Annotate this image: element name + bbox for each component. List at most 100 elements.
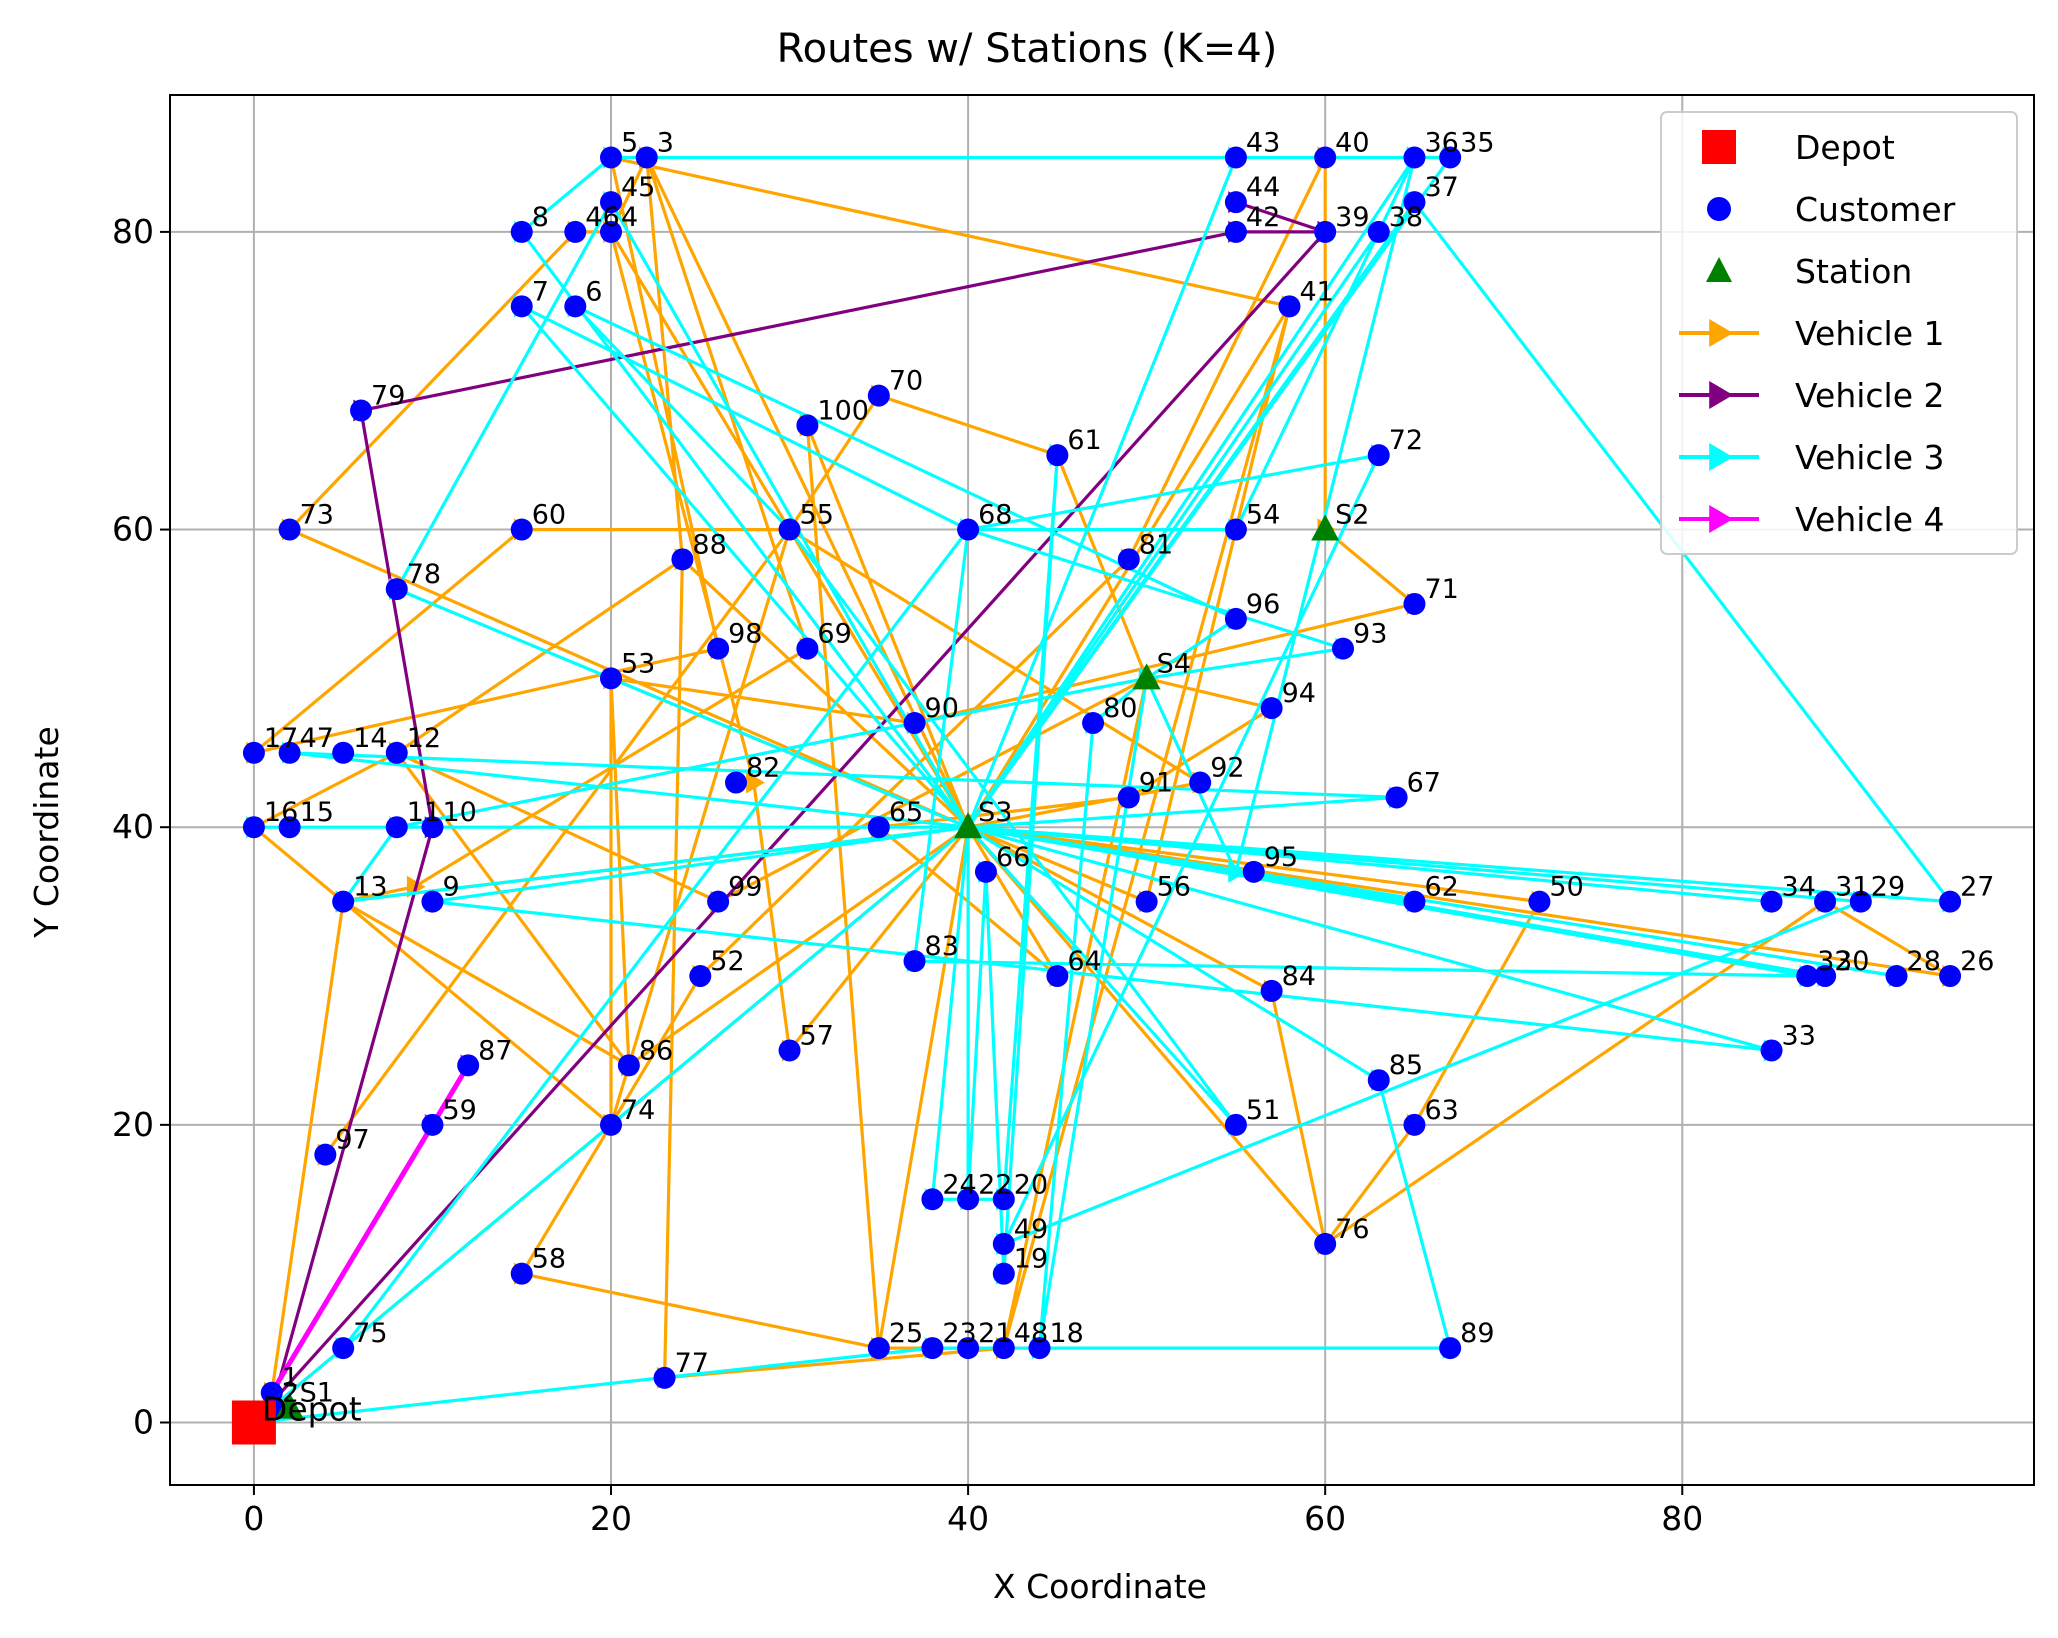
station-label: S3 (978, 797, 1012, 828)
customer-point (1224, 220, 1247, 243)
customer-label: 48 (1014, 1318, 1048, 1349)
y-tick-label: 40 (112, 807, 154, 846)
axes-frame (169, 94, 2035, 1486)
legend: Depot Customer Station Vehicle 1 Vehicle 2 Ve… (1660, 111, 2018, 555)
customer-label: 27 (1960, 872, 1994, 903)
customer-label: 77 (675, 1348, 709, 1379)
x-tick-label: 60 (1304, 1499, 1346, 1538)
customer-label: 3 (657, 128, 674, 159)
customer-label: 29 (1871, 872, 1905, 903)
customer-point (1814, 965, 1837, 988)
y-tick-label: 20 (112, 1105, 154, 1144)
point-labels: 1234567891011121314151617181920212223242… (262, 128, 1995, 1429)
legend-label-vehicle1: Vehicle 1 (1795, 314, 1945, 353)
customer-point (1260, 697, 1283, 720)
customer-label: 46 (585, 202, 619, 233)
customer-label: 74 (621, 1095, 655, 1126)
customer-label: 2 (282, 1378, 299, 1409)
customer-label: 10 (442, 797, 476, 828)
customer-point (653, 1366, 676, 1389)
customer-point (992, 1232, 1015, 1255)
customer-point (1224, 191, 1247, 214)
customer-point (1814, 890, 1837, 913)
customer-label: 44 (1246, 172, 1280, 203)
x-axis-label: X Coordinate (993, 1567, 1207, 1606)
customer-label: 19 (1014, 1244, 1048, 1275)
customer-label: 73 (300, 500, 334, 531)
y-axis-label: Y Coordinate (27, 726, 66, 939)
point-markers (231, 146, 1962, 1445)
customer-point (600, 667, 623, 690)
customer-label: 1 (282, 1363, 299, 1394)
customer-label: 22 (978, 1169, 1012, 1200)
customer-point (1135, 890, 1158, 913)
customer-point (1939, 890, 1962, 913)
customer-label: 100 (817, 395, 869, 426)
customer-point (1046, 965, 1069, 988)
y-tick-label: 80 (112, 212, 154, 251)
customer-point (992, 1262, 1015, 1285)
customer-label: 62 (1424, 872, 1458, 903)
customer-point (796, 637, 819, 660)
customer-label: 20 (1014, 1169, 1048, 1200)
customer-point (242, 816, 265, 839)
customer-label: 4 (621, 202, 638, 233)
customer-label: 31 (1835, 872, 1869, 903)
customer-point (1117, 548, 1140, 571)
route-vertex-marker (746, 771, 765, 794)
customer-label: 54 (1246, 500, 1280, 531)
customer-label: 60 (532, 500, 566, 531)
customer-label: 49 (1014, 1214, 1048, 1245)
customer-point (1403, 146, 1426, 169)
customer-label: 91 (1139, 767, 1173, 798)
customer-label: 80 (1103, 693, 1137, 724)
customer-point (867, 816, 890, 839)
legend-line-marker (1709, 443, 1733, 471)
customer-point (796, 414, 819, 437)
customer-label: 28 (1907, 946, 1941, 977)
customer-label: 65 (889, 797, 923, 828)
customer-label: 9 (442, 872, 459, 903)
legend-box (1660, 111, 2018, 555)
customer-point (867, 384, 890, 407)
customer-point (707, 890, 730, 913)
customer-point (385, 741, 408, 764)
customer-point (867, 1337, 890, 1360)
customer-point (510, 295, 533, 318)
customer-point (1403, 191, 1426, 214)
customer-point (1367, 1069, 1390, 1092)
customer-point (510, 518, 533, 541)
customer-label: 96 (1246, 589, 1280, 620)
customer-point (1939, 965, 1962, 988)
legend-label-customer: Customer (1795, 190, 1956, 229)
customer-point (421, 816, 444, 839)
customer-label: 35 (1460, 128, 1494, 159)
customer-label: 92 (1210, 753, 1244, 784)
customer-point (1046, 444, 1069, 467)
customer-point (278, 518, 301, 541)
customer-point (600, 220, 623, 243)
customer-point (242, 741, 265, 764)
customer-point (1278, 295, 1301, 318)
customer-point (992, 1188, 1015, 1211)
depot-label: Depot (262, 1389, 362, 1428)
customer-point (1332, 637, 1355, 660)
customer-label: 18 (1050, 1318, 1084, 1349)
customer-point (1189, 771, 1212, 794)
customer-point (903, 712, 926, 735)
legend-customer-marker (1707, 197, 1731, 221)
customer-label: 30 (1835, 946, 1869, 977)
customer-point (1367, 444, 1390, 467)
customer-point (903, 950, 926, 973)
customer-label: 36 (1424, 128, 1458, 159)
station-point (275, 1392, 304, 1419)
customer-label: 37 (1424, 172, 1458, 203)
customer-point (332, 890, 355, 913)
customer-point (1849, 890, 1872, 913)
customer-label: 99 (728, 872, 762, 903)
customer-label: 59 (442, 1095, 476, 1126)
customer-label: 16 (264, 797, 298, 828)
customer-point (671, 548, 694, 571)
customer-point (707, 637, 730, 660)
